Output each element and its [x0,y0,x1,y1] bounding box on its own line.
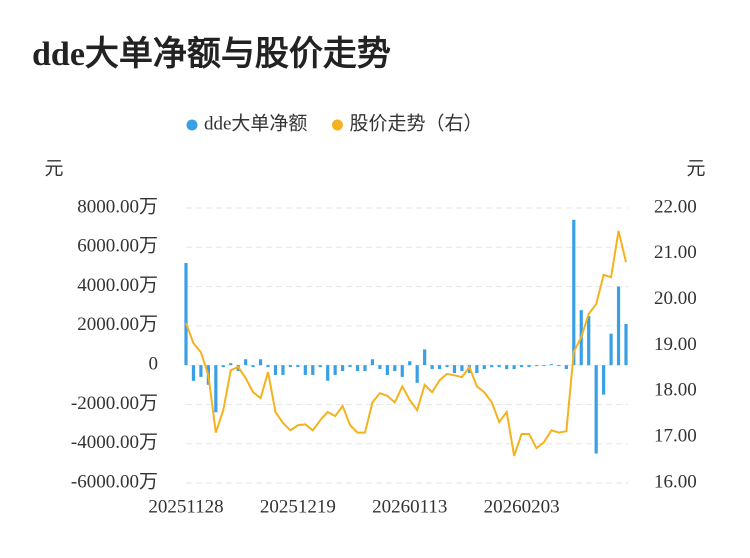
bar [572,219,576,366]
chart-title: dde大单净额与股价走势 [32,35,391,73]
bar [490,365,494,368]
bar [423,349,427,366]
bar [393,365,397,372]
bar [221,365,225,368]
bar [609,333,613,366]
bar [542,365,546,367]
y2-tick-label: 21.00 [654,242,697,263]
bar [229,363,233,366]
y-tick-label: -6000.00万 [71,471,158,492]
bar [378,365,382,370]
bar [244,359,248,366]
bar [512,365,516,370]
bar [303,365,307,375]
y2-tick-label: 19.00 [654,334,697,355]
bar [505,365,509,370]
bar [318,365,322,368]
bar [266,365,270,368]
y2-tick-label: 22.00 [654,196,697,217]
bar [445,365,449,368]
bar [437,365,442,370]
bar [519,365,524,368]
y-tick-label: 6000.00万 [77,236,158,257]
bar [527,365,531,368]
legend-label: 股价走势（右） [349,112,482,134]
y2-axis-label: 元 [686,158,705,179]
bar [326,365,330,381]
y-tick-label: -4000.00万 [71,432,158,453]
bar [415,365,419,383]
x-tick-label: 20260203 [484,496,560,517]
legend-marker [331,119,343,131]
bar [497,365,501,368]
y-tick-label: 4000.00万 [77,275,158,296]
bar [214,365,218,413]
bar [616,286,621,366]
bar [460,365,464,372]
bar [587,316,591,366]
x-tick-label: 20251128 [148,496,223,517]
y-tick-label: 8000.00万 [77,196,158,217]
y-tick-label: 2000.00万 [77,314,158,335]
bar [400,365,404,377]
bar [624,323,628,366]
bar [594,365,598,454]
bar [549,364,554,366]
bar [408,361,412,366]
bar [355,365,360,372]
y2-tick-label: 16.00 [654,471,697,492]
bar [258,359,263,366]
bar [184,263,188,366]
y2-tick-label: 20.00 [654,288,697,309]
y2-tick-label: 17.00 [654,426,697,447]
legend-label: dde大单净额 [204,112,307,134]
bar [430,365,434,370]
y-axis-label: 元 [44,158,63,179]
bar [363,365,367,372]
bar [296,365,300,368]
bar [482,365,486,370]
bar [273,365,278,375]
bar [452,365,457,373]
x-tick-label: 20260113 [372,496,447,517]
bar [341,365,345,372]
bar [348,365,352,368]
bar [333,365,337,375]
bar [199,365,203,377]
bar [475,365,479,373]
bar [385,365,389,375]
bar [534,365,539,367]
bar [370,359,375,366]
bar [191,365,196,381]
x-tick-label: 20251219 [260,496,336,517]
legend-marker [186,119,198,131]
price-line [185,230,627,457]
y-tick-label: -2000.00万 [71,393,158,414]
bar [564,365,568,370]
bar [281,365,285,375]
y-tick-label: 0 [149,354,159,375]
bar [251,365,255,368]
bar [288,365,293,368]
bar [602,365,606,395]
y2-tick-label: 18.00 [654,380,697,401]
bar [557,365,561,367]
bar [311,365,315,375]
